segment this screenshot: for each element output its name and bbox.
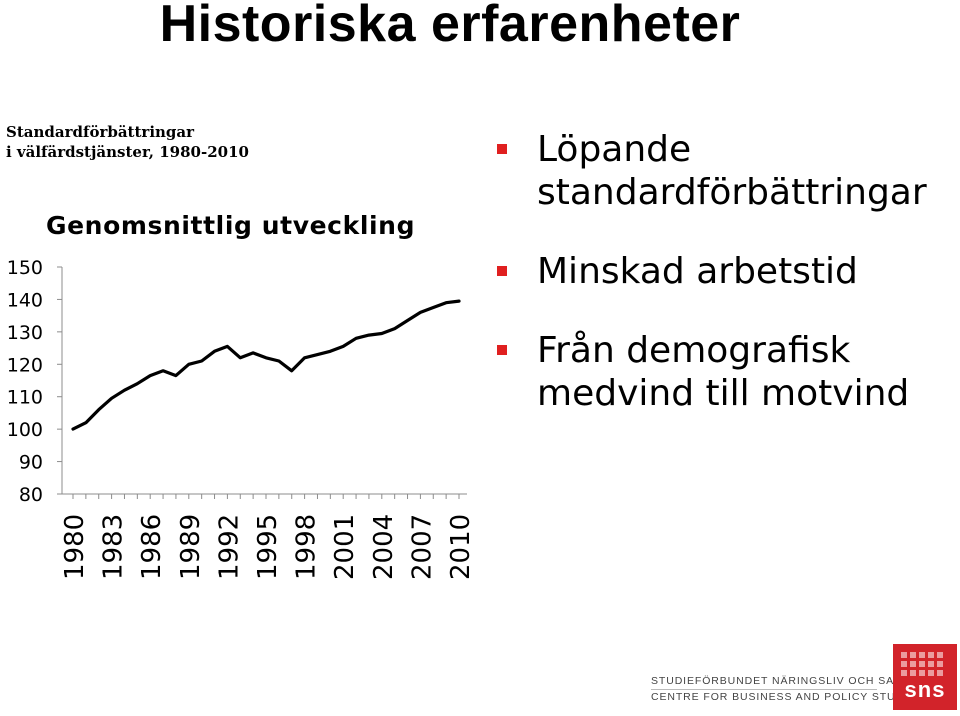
x-tick-label: 1986	[137, 514, 167, 580]
y-tick-label: 120	[7, 354, 43, 376]
sns-logo: STUDIEFÖRBUNDET NÄRINGSLIV OCH SAMHÄLLE …	[651, 644, 957, 710]
bullet-text-line: standardförbättringar	[537, 172, 927, 213]
sns-mark: sns	[893, 644, 957, 710]
square-bullet-icon	[497, 266, 507, 276]
y-tick-label: 130	[7, 322, 43, 344]
bullet-text-line: Minskad arbetstid	[537, 251, 858, 292]
line-chart: 80 90 100 110 120 130 140 150 1980 1983 1986 1989 19…	[7, 257, 470, 580]
x-tick-label: 1989	[176, 514, 206, 580]
sns-wordmark: sns	[904, 677, 946, 702]
y-tick-label: 110	[7, 387, 43, 409]
square-bullet-icon	[497, 345, 507, 355]
logo-divider	[651, 689, 877, 690]
x-tick-label: 2004	[369, 514, 399, 580]
x-tick-label: 1992	[214, 514, 244, 580]
y-tick-label: 80	[19, 484, 43, 506]
x-tick-label: 2007	[407, 514, 437, 580]
y-tick-label: 150	[7, 257, 43, 279]
x-tick-label: 2010	[446, 514, 470, 580]
chart-caption-line-1: Standardförbättringar	[6, 123, 195, 141]
bullet-item: Löpande standardförbättringar	[493, 128, 953, 214]
bullet-text-line: medvind till motvind	[537, 373, 910, 414]
y-tick-label: 100	[7, 419, 43, 441]
chart-caption-line-2: i välfärdstjänster, 1980-2010	[6, 143, 249, 161]
chart-caption: Standardförbättringar i välfärdstjänster…	[6, 122, 249, 162]
x-tick-label: 2001	[330, 514, 360, 580]
square-bullet-icon	[497, 144, 507, 154]
slide-title: Historiska erfarenheter	[159, 0, 741, 53]
org-name-english: CENTRE FOR BUSINESS AND POLICY STUDIES	[651, 691, 924, 703]
bullet-item: Från demografisk medvind till motvind	[493, 329, 953, 415]
y-tick-label: 90	[19, 452, 43, 474]
x-tick-label: 1980	[60, 514, 90, 580]
dot-grid-icon	[901, 652, 949, 676]
series-line	[71, 299, 461, 431]
bullet-text-line: Från demografisk	[537, 330, 851, 371]
org-name-swedish: STUDIEFÖRBUNDET NÄRINGSLIV OCH SAMHÄLLE	[651, 675, 942, 687]
x-tick-label: 1998	[292, 514, 322, 580]
bullet-item: Minskad arbetstid	[493, 250, 953, 293]
x-tick-label: 1983	[99, 514, 129, 580]
y-tick-label: 140	[7, 289, 43, 311]
chart-title: Genomsnittlig utveckling	[46, 211, 416, 240]
x-tick-label: 1995	[253, 514, 283, 580]
bullet-list: Löpande standardförbättringar Minskad ar…	[493, 128, 953, 415]
bullet-text-line: Löpande	[537, 129, 692, 170]
